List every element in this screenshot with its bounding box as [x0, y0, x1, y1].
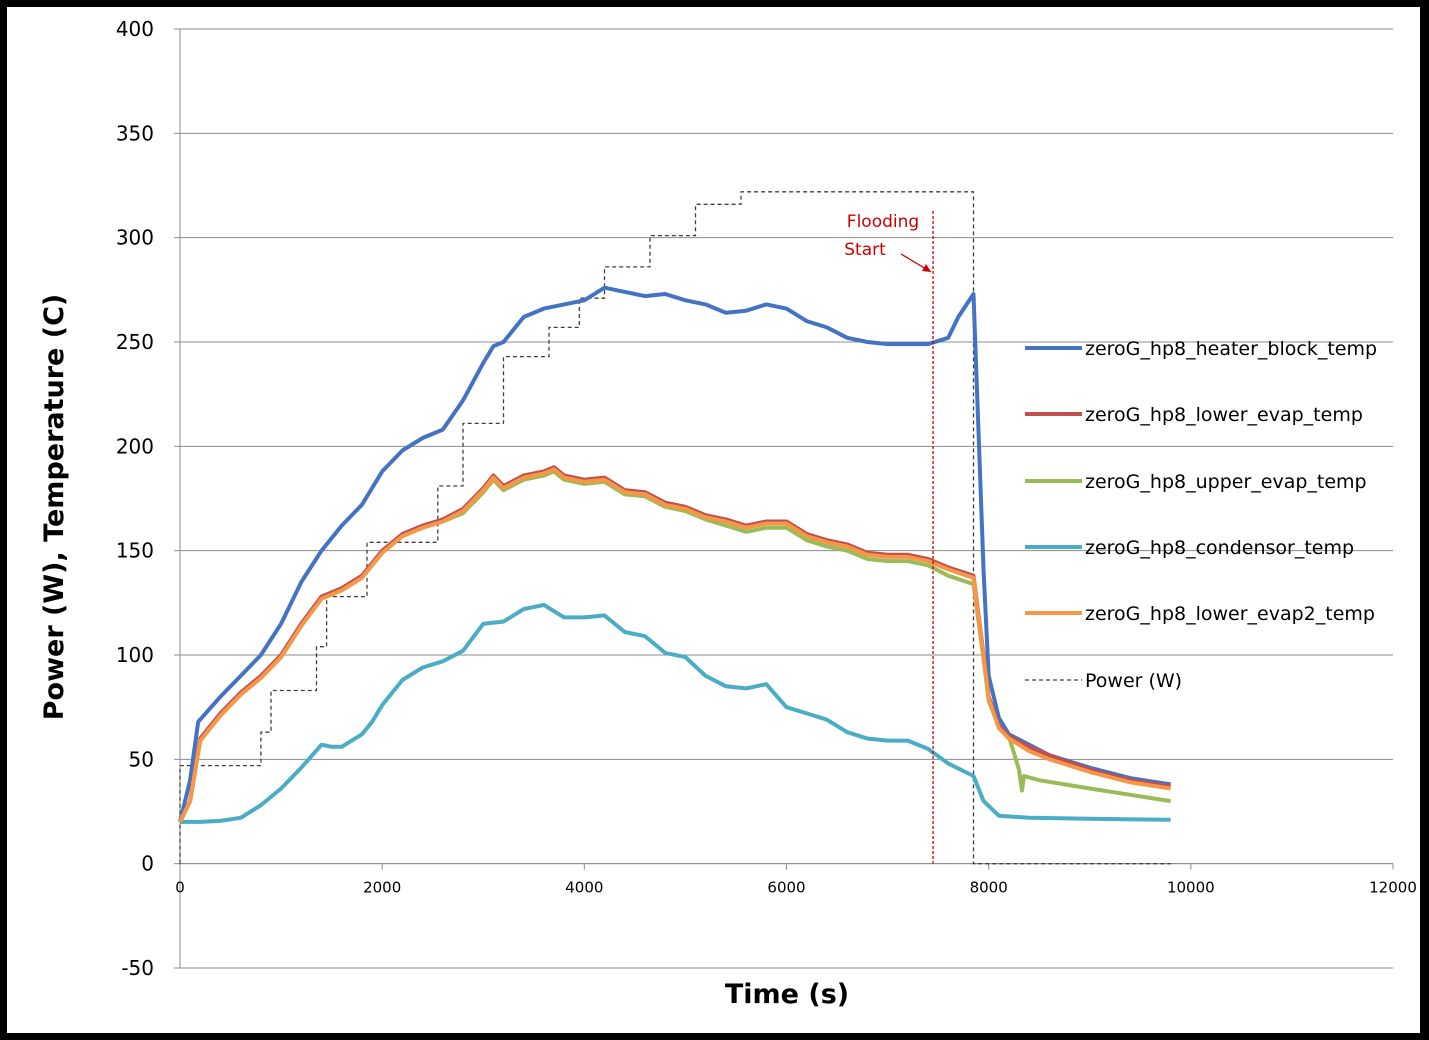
x-tick-label: 10000 [1167, 879, 1215, 897]
y-tick-label: 250 [116, 330, 154, 354]
flooding-annotation: Flooding Start [844, 211, 934, 864]
annotation-line-1: Flooding [847, 212, 919, 232]
y-tick-labels: -50 0 50 100 150 200 250 300 350 400 [116, 17, 154, 980]
x-tick-label: 0 [175, 879, 185, 897]
x-tick-label: 2000 [363, 879, 401, 897]
y-tick-label: -50 [121, 956, 154, 980]
y-tick-label: 50 [129, 747, 154, 771]
x-tick-label: 4000 [565, 879, 603, 897]
series-lines [178, 191, 1171, 865]
annotation-line-2: Start [844, 240, 886, 260]
y-tick-label: 350 [116, 121, 154, 145]
x-axis-title: Time (s) [725, 979, 849, 1010]
x-tick-labels: 0 2000 4000 6000 8000 10000 12000 [175, 879, 1417, 897]
legend-label: zeroG_hp8_heater_block_temp [1085, 338, 1377, 360]
y-axis-title: Power (W), Temperature (C) [39, 294, 70, 721]
series-line-zeroG_hp8_heater_block_temp [178, 285, 1171, 823]
annotation-arrowhead [922, 264, 932, 272]
x-tick-label: 6000 [767, 879, 805, 897]
x-tick-label: 12000 [1369, 879, 1417, 897]
x-tick-label: 8000 [970, 879, 1008, 897]
chart-frame: -50 0 50 100 150 200 250 300 350 400 0 2000 4000 600… [7, 7, 1420, 1033]
legend-label: zeroG_hp8_condensor_temp [1085, 537, 1354, 559]
y-tick-label: 0 [141, 852, 154, 876]
y-tick-label: 300 [116, 226, 154, 250]
y-tick-label: 100 [116, 643, 154, 667]
legend-label: Power (W) [1085, 670, 1182, 692]
series-line-zeroG_hp8_lower_evap_temp [178, 465, 1171, 823]
y-tick-label: 150 [116, 539, 154, 563]
y-tick-label: 400 [116, 17, 154, 41]
series-line-zeroG_hp8_condensor_temp [180, 602, 1171, 824]
y-tick-label: 200 [116, 434, 154, 458]
legend-label: zeroG_hp8_lower_evap2_temp [1085, 603, 1375, 625]
legend-label: zeroG_hp8_lower_evap_temp [1085, 404, 1363, 426]
legend: zeroG_hp8_heater_block_temp zeroG_hp8_low… [1025, 338, 1377, 692]
gridlines [174, 28, 1394, 969]
series-line-zeroG_hp8_upper_evap_temp [178, 469, 1171, 823]
line-chart: -50 0 50 100 150 200 250 300 350 400 0 2000 4000 600… [39, 17, 1417, 1010]
series-line-zeroG_hp8_lower_evap2_temp [178, 467, 1171, 823]
series-line-Power (W) [179, 191, 1171, 865]
legend-label: zeroG_hp8_upper_evap_temp [1085, 471, 1367, 493]
